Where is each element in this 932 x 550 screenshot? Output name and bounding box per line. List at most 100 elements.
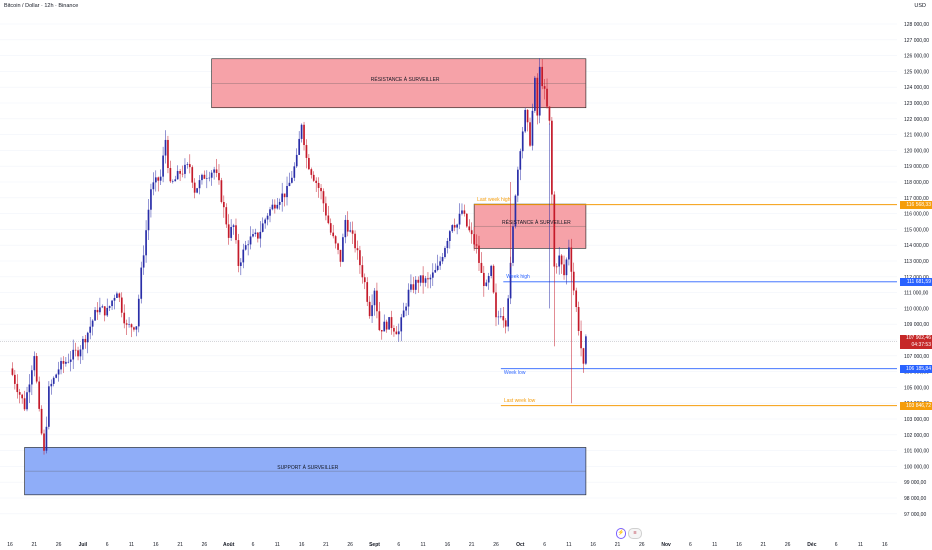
- candle-body: [405, 306, 407, 311]
- candle-body: [288, 182, 291, 187]
- candle-body: [74, 349, 77, 351]
- y-tick-label: 127 000,00: [904, 38, 929, 44]
- candle-body: [135, 326, 138, 330]
- candle-body: [376, 290, 378, 312]
- bar-countdown: 04:37:53: [911, 341, 931, 348]
- candle-body: [60, 361, 62, 370]
- symbol-title[interactable]: Bitcoin / Dollar · 12h · Binance: [4, 3, 79, 9]
- candle-body: [500, 316, 502, 317]
- candle-body: [475, 244, 478, 246]
- candle-body: [444, 248, 446, 257]
- y-tick-label: 98 000,00: [904, 496, 926, 502]
- candle-body: [524, 109, 527, 132]
- candle-body: [563, 264, 565, 276]
- current-price-tag[interactable]: 107 902,46 04:37:53: [900, 334, 932, 349]
- price-axis[interactable]: 97 000,00 98 000,00 99 000,00 100 000,00 101…: [904, 22, 929, 518]
- candle-body: [171, 181, 174, 182]
- candle-body: [276, 204, 279, 209]
- candle-body: [422, 275, 424, 283]
- candle-body: [242, 249, 245, 263]
- candle-body: [55, 374, 58, 378]
- candle-body: [33, 356, 36, 371]
- candle-body: [482, 272, 485, 287]
- candle-body: [334, 236, 337, 244]
- candle-body: [366, 282, 369, 302]
- level-price-tag[interactable]: 116 568,33: [900, 200, 932, 209]
- candle-body: [91, 320, 94, 327]
- candle-body: [529, 122, 531, 146]
- candle-body: [96, 309, 99, 313]
- candle-body: [247, 244, 249, 246]
- x-tick-label: 21: [469, 542, 475, 548]
- level-price-tag[interactable]: 106 185,84: [900, 364, 932, 373]
- candle-body: [145, 230, 147, 256]
- x-tick-label: 11: [275, 542, 280, 548]
- candle-body: [159, 176, 162, 181]
- level-label: Week low: [503, 369, 526, 376]
- y-tick-label: 113 000,00: [904, 259, 929, 265]
- level-price-tag[interactable]: 103 846,72: [900, 401, 932, 410]
- candle-body: [147, 209, 150, 231]
- y-tick-label: 122 000,00: [904, 117, 929, 123]
- candle-body: [555, 266, 558, 268]
- candle-body: [412, 284, 415, 290]
- candle-body: [244, 245, 247, 250]
- candle-body: [458, 213, 461, 225]
- candle-body: [337, 243, 339, 250]
- candle-body: [225, 207, 228, 225]
- candle-body: [205, 178, 208, 179]
- candle-body: [191, 167, 194, 183]
- candle-body: [48, 386, 50, 427]
- candle-body: [570, 247, 573, 272]
- candle-body: [65, 361, 67, 364]
- candle-body: [118, 293, 121, 298]
- candle-body: [77, 350, 79, 357]
- candle-body: [339, 249, 342, 262]
- candle-body: [546, 88, 548, 107]
- candle-body: [325, 203, 327, 216]
- event-icon[interactable]: ⚡: [616, 528, 626, 539]
- candle-body: [303, 124, 305, 146]
- candle-body: [434, 269, 437, 273]
- candle-body: [359, 250, 361, 266]
- candle-body: [50, 383, 53, 387]
- candle-body: [402, 310, 405, 318]
- candle-body: [198, 180, 201, 189]
- y-tick-label: 120 000,00: [904, 148, 929, 154]
- candle-body: [293, 166, 296, 178]
- candle-body: [72, 349, 75, 360]
- candle-body: [393, 328, 395, 332]
- time-axis[interactable]: 16 21 26 Juil 6 11 16 21 26 Août 6 11 16 21 26 Sept 6 11 1…: [7, 542, 888, 548]
- candle-body: [188, 164, 191, 168]
- y-tick-label: 109 000,00: [904, 322, 929, 328]
- currency-label[interactable]: USD: [914, 3, 926, 9]
- candle-body: [465, 213, 468, 227]
- candle-body: [463, 210, 466, 214]
- x-tick-label: Nov: [661, 542, 671, 548]
- y-tick-label: 111 000,00: [904, 291, 929, 297]
- candle-body: [257, 232, 259, 239]
- candle-body: [346, 219, 349, 232]
- candle-body: [502, 316, 505, 321]
- candle-body: [461, 210, 463, 214]
- candle-body: [575, 290, 578, 308]
- us-flag-icon[interactable]: ≡: [628, 528, 642, 539]
- candle-body: [84, 338, 87, 343]
- x-tick-label: 26: [347, 542, 353, 548]
- candle-body: [186, 164, 189, 165]
- x-tick-label: 11: [420, 542, 425, 548]
- candle-body: [28, 384, 31, 393]
- candle-body: [531, 110, 534, 146]
- candle-body: [541, 66, 544, 87]
- level-label: Week high: [506, 273, 530, 280]
- resistance-zone-label: RÉSISTANCE À SURVEILLER: [370, 77, 440, 84]
- level-price-tag[interactable]: 111 681,59: [900, 277, 932, 286]
- candle-body: [227, 224, 230, 238]
- candle-body: [407, 289, 410, 307]
- candle-body: [560, 255, 563, 265]
- y-tick-label: 97 000,00: [904, 512, 926, 518]
- candle-body: [553, 194, 556, 267]
- candle-body: [261, 223, 264, 232]
- candle-body: [31, 370, 33, 385]
